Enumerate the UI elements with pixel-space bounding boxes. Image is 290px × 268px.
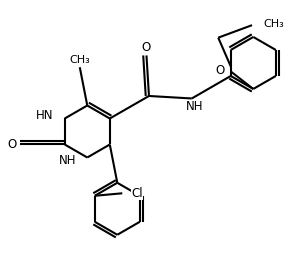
Text: O: O <box>215 64 225 77</box>
Text: CH₃: CH₃ <box>263 19 284 29</box>
Text: NH: NH <box>59 154 76 166</box>
Text: HN: HN <box>36 110 54 122</box>
Text: O: O <box>8 138 17 151</box>
Text: NH: NH <box>186 100 203 113</box>
Text: CH₃: CH₃ <box>69 55 90 65</box>
Text: O: O <box>142 42 151 54</box>
Text: Cl: Cl <box>131 187 143 200</box>
